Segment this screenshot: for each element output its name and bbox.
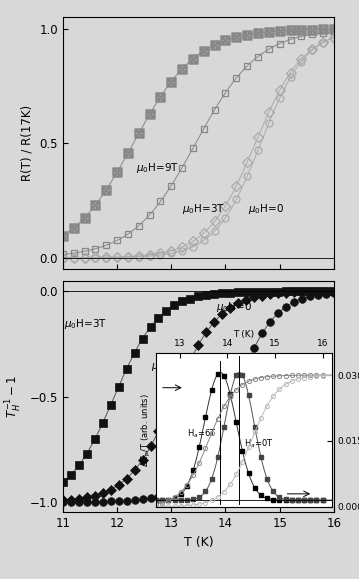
Text: H$_a$=0T: H$_a$=0T [244, 438, 274, 450]
Text: $\mu_0$H=3T: $\mu_0$H=3T [65, 317, 107, 331]
Text: $\mu_0$H=0: $\mu_0$H=0 [216, 301, 252, 314]
Y-axis label: R(T) / R(17K): R(T) / R(17K) [21, 105, 34, 181]
X-axis label: T (K): T (K) [183, 536, 213, 549]
Text: $\mu_0$H=1T: $\mu_0$H=1T [151, 359, 194, 373]
Text: H$_a$=6T: H$_a$=6T [187, 427, 217, 440]
Text: $\mu_0$H=3T: $\mu_0$H=3T [182, 202, 225, 216]
Y-axis label: $\Delta C_p$/T (arb. units): $\Delta C_p$/T (arb. units) [140, 393, 153, 467]
Text: $\mu_0$H=0: $\mu_0$H=0 [248, 202, 284, 216]
X-axis label: T (K): T (K) [234, 329, 255, 339]
Text: $\mu_0$H=9T: $\mu_0$H=9T [136, 161, 179, 175]
Y-axis label: $T^{-1}_{H}-1$: $T^{-1}_{H}-1$ [4, 375, 24, 418]
